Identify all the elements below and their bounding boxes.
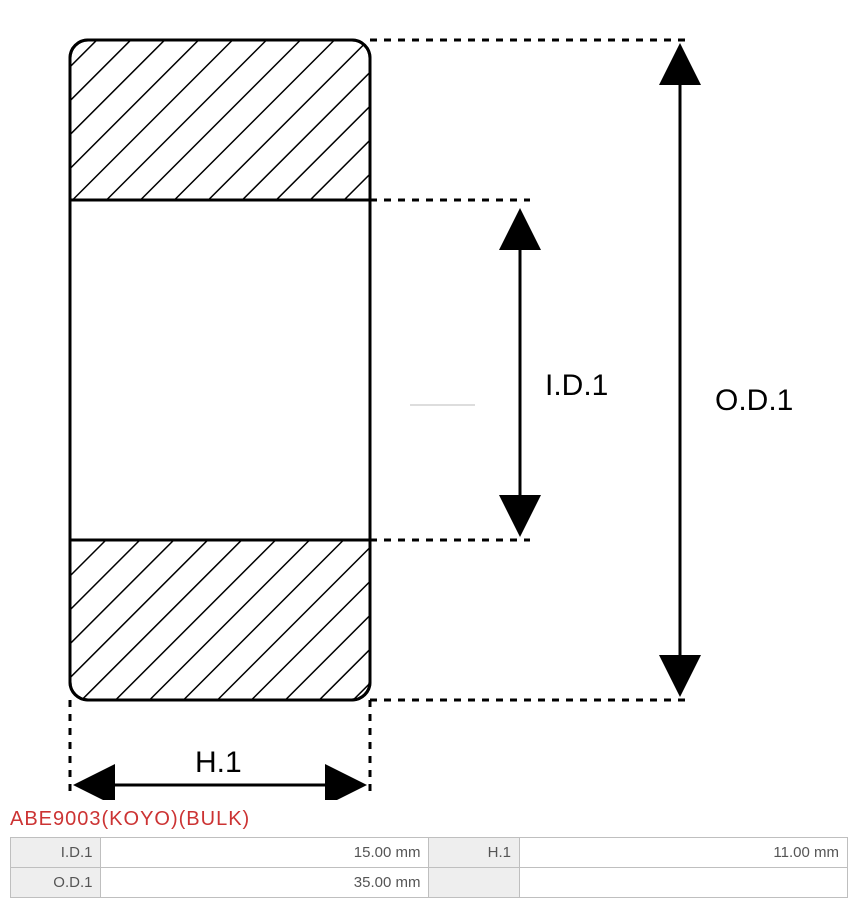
- bearing-diagram: O.D.1 I.D.1 H.1: [0, 0, 848, 800]
- spec-value-empty: [519, 868, 847, 898]
- spec-table: I.D.1 15.00 mm H.1 11.00 mm O.D.1 35.00 …: [10, 837, 848, 898]
- hatch-bottom: [70, 540, 370, 700]
- spec-label-h1: H.1: [429, 838, 519, 868]
- table-row: O.D.1 35.00 mm: [11, 868, 848, 898]
- hatch-top: [70, 40, 370, 200]
- spec-value-id1: 15.00 mm: [101, 838, 429, 868]
- spec-value-h1: 11.00 mm: [519, 838, 847, 868]
- dim-h-label: H.1: [195, 746, 242, 779]
- page-root: O.D.1 I.D.1 H.1 ABE9003(KOYO)(BULK) I.D.…: [0, 0, 848, 898]
- part-title: ABE9003(KOYO)(BULK): [0, 800, 848, 837]
- spec-label-od1: O.D.1: [11, 868, 101, 898]
- diagram-svg: O.D.1 I.D.1 H.1: [0, 0, 848, 800]
- dim-od-label: O.D.1: [715, 384, 793, 417]
- spec-label-empty: [429, 868, 519, 898]
- spec-label-id1: I.D.1: [11, 838, 101, 868]
- spec-value-od1: 35.00 mm: [101, 868, 429, 898]
- dim-id-label: I.D.1: [545, 369, 608, 402]
- table-row: I.D.1 15.00 mm H.1 11.00 mm: [11, 838, 848, 868]
